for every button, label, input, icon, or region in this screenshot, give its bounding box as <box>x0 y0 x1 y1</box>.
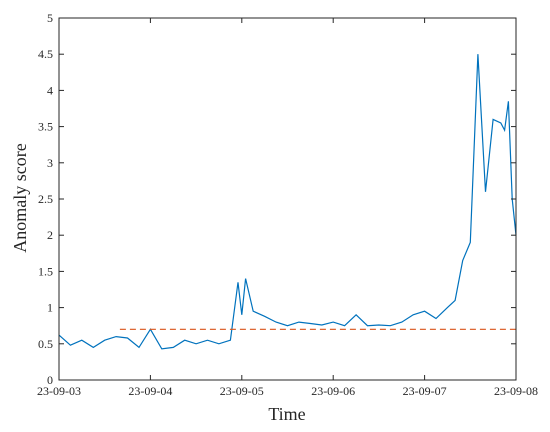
x-tick-label: 23-09-05 <box>220 384 264 398</box>
y-axis: 0 0.5 1 1.5 2 2.5 3 3.5 4 4.5 5 <box>38 11 516 387</box>
y-tick-label: 2 <box>47 228 53 242</box>
plot-area <box>58 17 517 381</box>
y-axis-title: Anomaly score <box>10 143 30 252</box>
x-tick-label: 23-09-04 <box>128 384 172 398</box>
anomaly-score-line <box>58 54 517 350</box>
x-tick-label: 23-09-06 <box>311 384 355 398</box>
x-tick-label: 23-09-07 <box>403 384 447 398</box>
y-tick-label: 2.5 <box>38 192 53 206</box>
y-tick-label: 0.5 <box>38 337 53 351</box>
y-tick-label: 4 <box>47 83 53 97</box>
x-tick-label: 23-09-08 <box>494 384 538 398</box>
y-tick-label: 0 <box>47 373 53 387</box>
y-tick-label: 4.5 <box>38 47 53 61</box>
y-tick-label: 1 <box>47 301 53 315</box>
y-tick-label: 1.5 <box>38 264 53 278</box>
x-axis-title: Time <box>268 404 305 424</box>
y-tick-label: 5 <box>47 11 53 25</box>
y-tick-label: 3.5 <box>38 120 53 134</box>
x-axis: 23-09-03 23-09-04 23-09-05 23-09-06 23-09-07… <box>37 18 538 398</box>
x-tick-label: 23-09-03 <box>37 384 81 398</box>
y-tick-label: 3 <box>47 156 53 170</box>
